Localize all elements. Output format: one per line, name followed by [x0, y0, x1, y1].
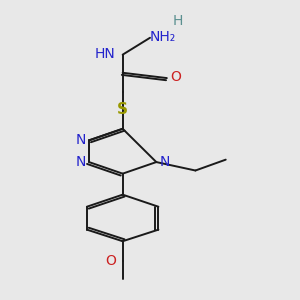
Text: NH₂: NH₂ [150, 30, 176, 44]
Text: H: H [172, 14, 182, 28]
Text: O: O [170, 70, 181, 84]
Text: O: O [106, 254, 116, 268]
Text: N: N [76, 133, 86, 147]
Text: N: N [76, 155, 86, 169]
Text: N: N [159, 155, 170, 169]
Text: HN: HN [95, 47, 116, 61]
Text: S: S [117, 102, 128, 117]
